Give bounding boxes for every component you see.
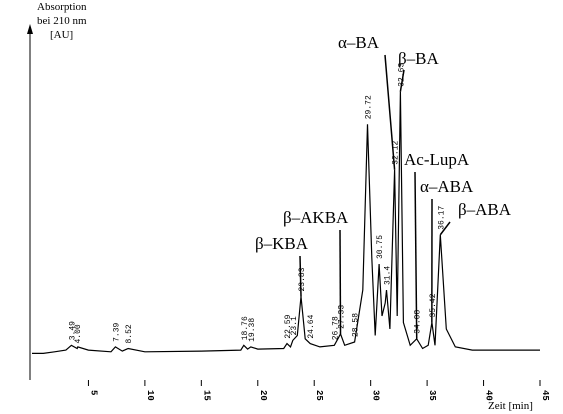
compound-label: β–ABA	[458, 200, 512, 219]
peak-label: 27.33	[338, 305, 347, 329]
peak-label: 26.78	[331, 316, 340, 340]
peak-label: 30.75	[376, 235, 385, 259]
y-label: bei 210 nm	[37, 15, 87, 27]
x-tick-label: 30	[371, 390, 381, 401]
y-label: Absorption	[37, 1, 87, 13]
x-tick-label: 35	[427, 390, 437, 401]
x-tick-label: 10	[145, 390, 155, 401]
peak-label: 3.49	[68, 321, 77, 340]
x-label: Zeit [min]	[488, 400, 533, 412]
compound-label: β–AKBA	[283, 208, 349, 227]
y-label: [AU]	[50, 29, 73, 41]
peak-label: 8.52	[125, 324, 134, 343]
peak-label: 18.76	[241, 316, 250, 340]
leader-line	[414, 171, 418, 339]
compound-label: β–BA	[398, 49, 439, 68]
leader-line	[439, 221, 451, 236]
x-tick-label: 25	[314, 390, 324, 401]
leader-line	[399, 69, 405, 92]
x-tick-label: 40	[484, 390, 494, 401]
peak-label: 32.12	[392, 141, 401, 165]
peak-label: 36.17	[437, 206, 446, 230]
peak-label: 29.72	[365, 95, 374, 119]
leader-line	[299, 255, 302, 297]
leader-line	[339, 229, 342, 334]
peak-label: 32.63	[397, 63, 406, 87]
peak-label: 24.64	[307, 314, 316, 338]
peak-label: 23.1	[290, 316, 299, 335]
compound-label: β–KBA	[255, 234, 309, 253]
y-axis-arrow	[27, 24, 33, 34]
peak-label: 22.59	[284, 314, 293, 338]
peak-label: 7.39	[112, 322, 121, 341]
peak-label: 34.08	[414, 310, 423, 334]
peak-label: 4.00	[74, 324, 83, 343]
x-tick-label: 15	[201, 390, 211, 401]
compound-label: Ac-LupA	[404, 150, 470, 169]
leader-line	[384, 54, 396, 170]
peak-label: 28.58	[352, 313, 361, 337]
peak-label: 31.4	[383, 266, 392, 285]
peak-label: 35.42	[429, 293, 438, 317]
x-tick-label: 45	[540, 390, 550, 401]
trace	[32, 91, 540, 354]
x-tick-label: 20	[258, 390, 268, 401]
peak-label: 19.38	[248, 318, 257, 342]
compound-label: α–BA	[338, 33, 380, 52]
compound-label: α–ABA	[420, 177, 474, 196]
peak-label: 23.83	[298, 267, 307, 291]
x-tick-label: 5	[88, 390, 98, 395]
